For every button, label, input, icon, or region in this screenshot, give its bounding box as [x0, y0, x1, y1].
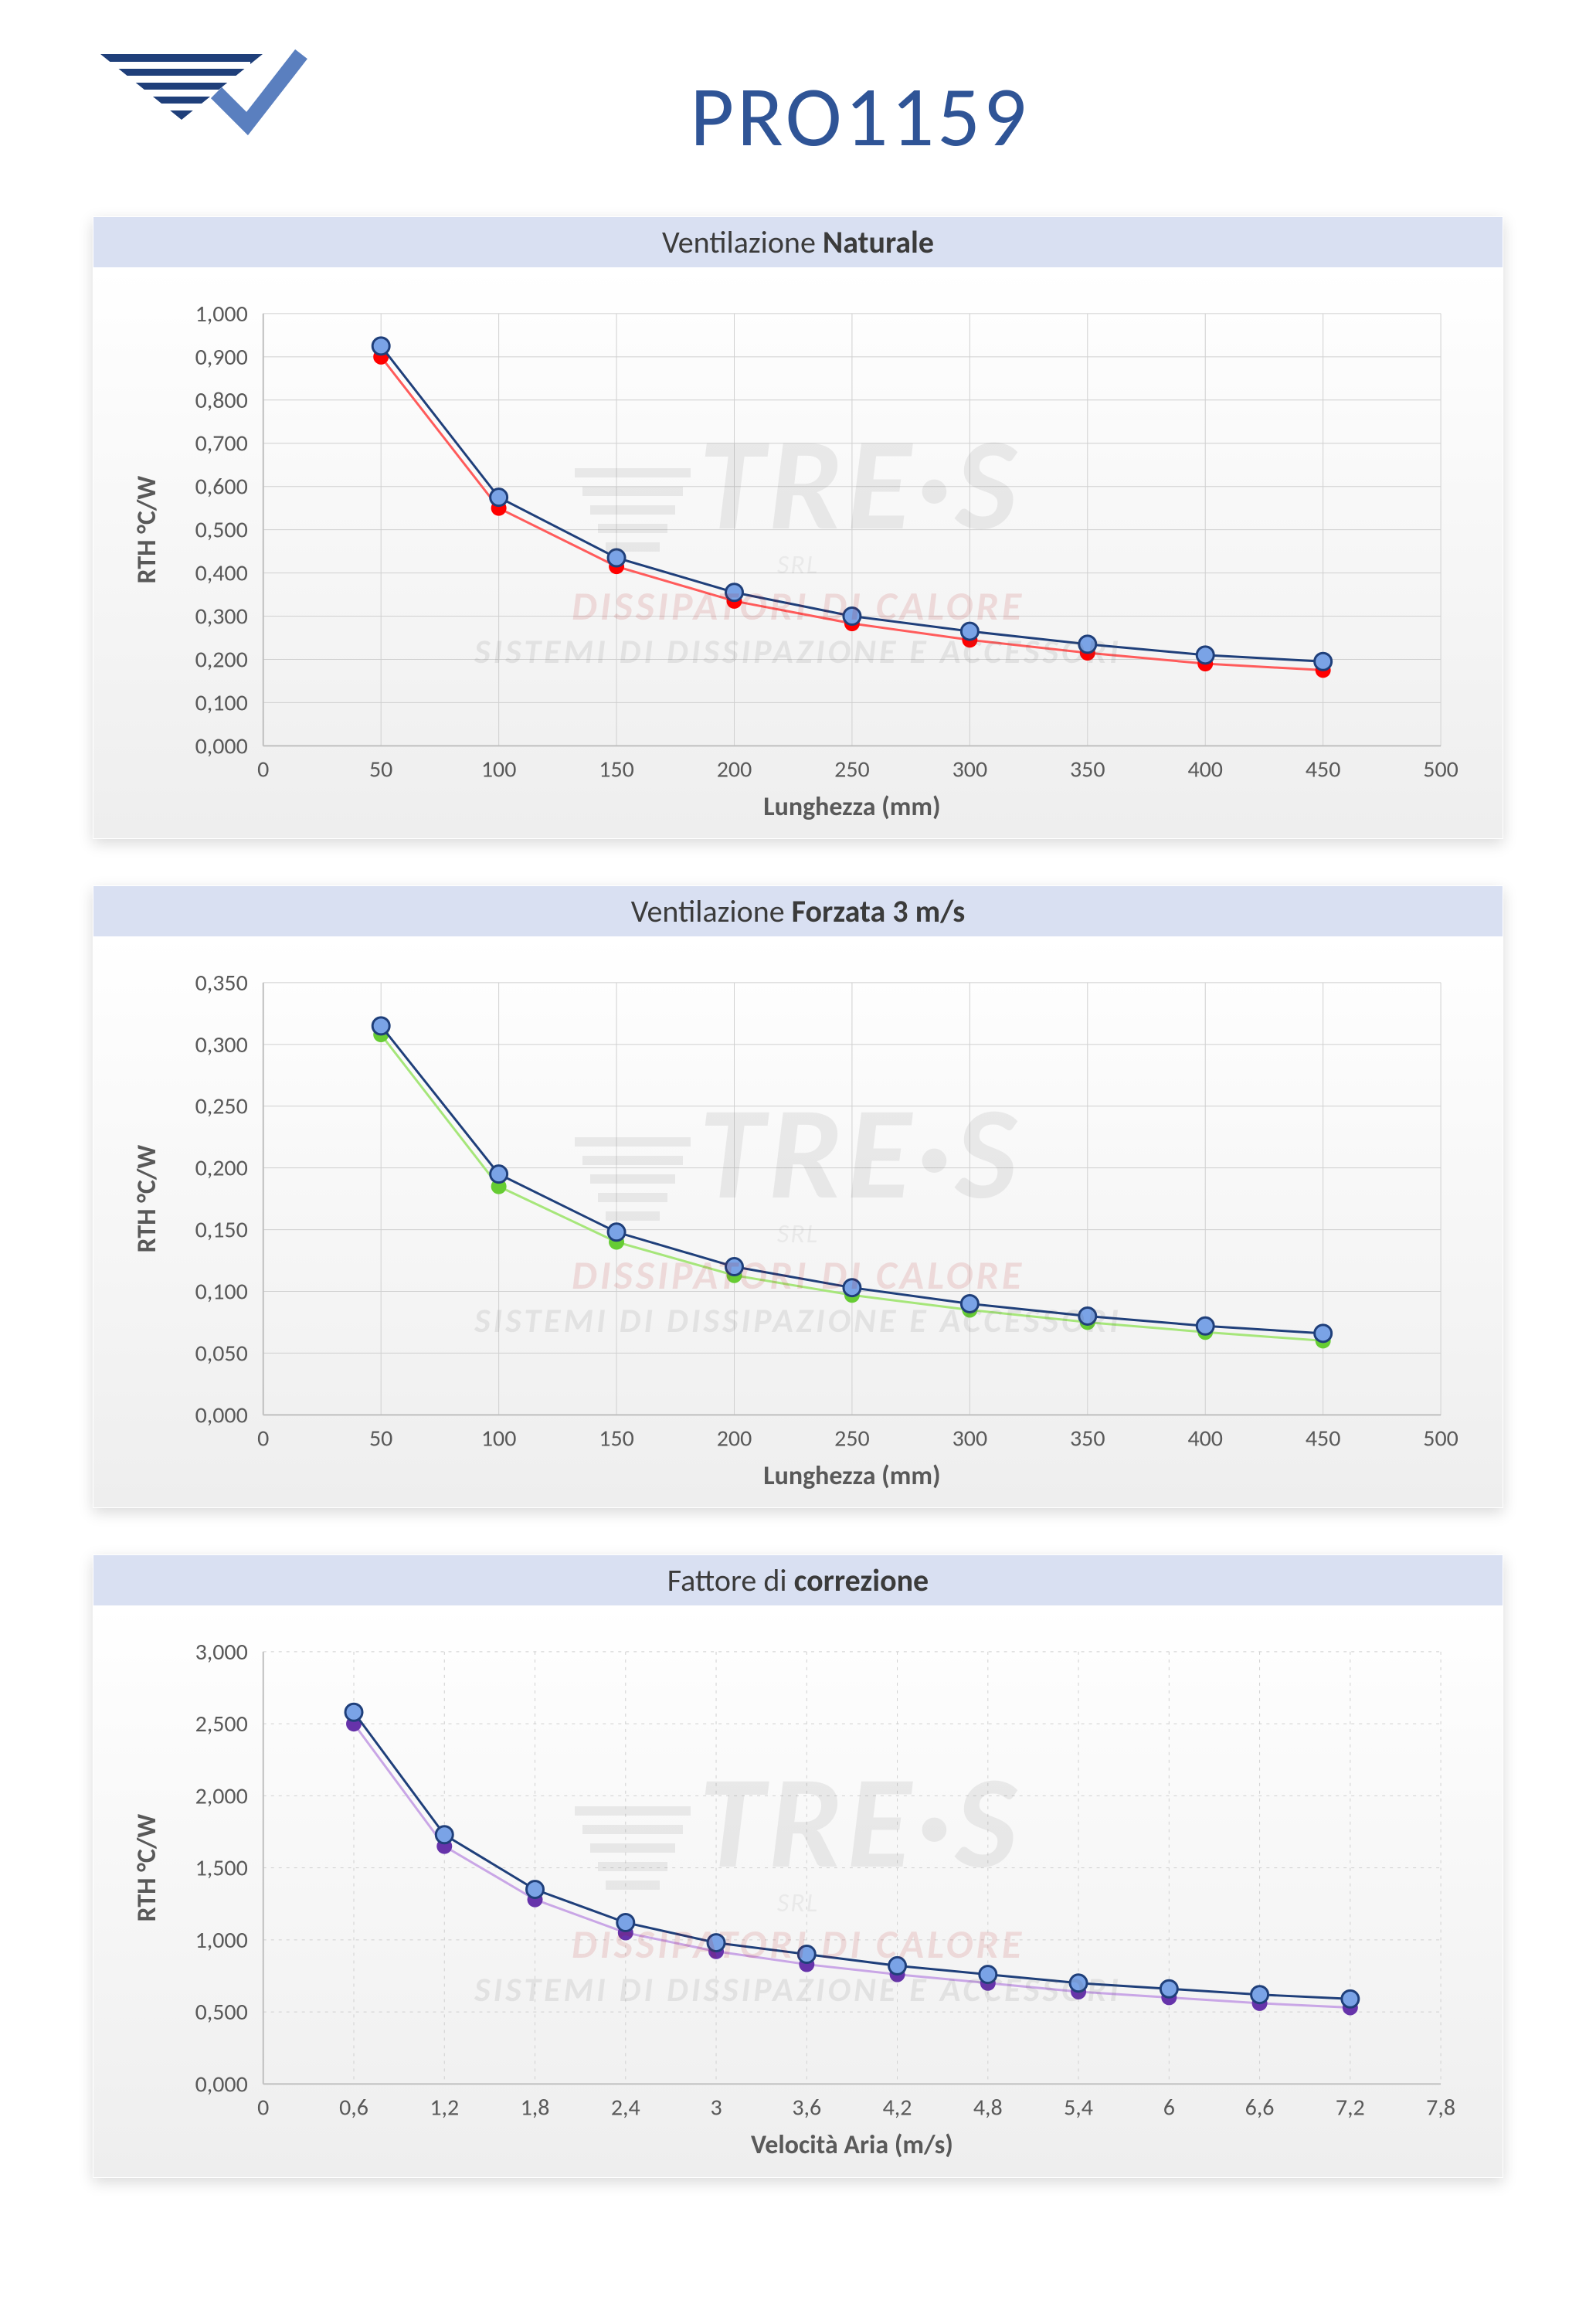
svg-text:0,900: 0,900 [195, 343, 248, 372]
svg-text:0,500: 0,500 [195, 516, 248, 545]
svg-text:450: 450 [1306, 1424, 1341, 1452]
svg-text:0,300: 0,300 [195, 602, 248, 630]
svg-text:500: 500 [1423, 1424, 1458, 1452]
svg-text:1,2: 1,2 [430, 2094, 459, 2122]
svg-text:150: 150 [599, 755, 634, 783]
chart-2: 0,000 0,050 0,100 0,150 0,200 0,250 0,300 0,350… [93, 936, 1503, 1507]
svg-text:1,000: 1,000 [195, 300, 248, 328]
svg-text:200: 200 [717, 1424, 752, 1452]
svg-text:0,100: 0,100 [195, 688, 248, 717]
chart-3: 0,000 0,500 1,000 1,500 2,000 2,500 3,000 0 0,6 1… [93, 1605, 1503, 2176]
panel-title-prefix: Fattore di [667, 1561, 794, 1599]
svg-text:0,000: 0,000 [195, 1401, 248, 1429]
svg-text:3,000: 3,000 [195, 1638, 248, 1666]
svg-text:2,4: 2,4 [611, 2094, 640, 2122]
svg-text:6,6: 6,6 [1245, 2094, 1275, 2122]
svg-text:150: 150 [599, 1424, 634, 1452]
chart-3-wrap: TRE·S SRL DISSIPATORI DI CALORE SISTEMI … [93, 1605, 1503, 2176]
svg-text:250: 250 [834, 755, 870, 783]
logo-icon [93, 46, 309, 185]
panel-title-prefix: Ventilazione [662, 223, 823, 261]
svg-text:0,600: 0,600 [195, 473, 248, 501]
svg-text:6: 6 [1163, 2094, 1175, 2122]
svg-text:400: 400 [1187, 1424, 1223, 1452]
svg-text:Lunghezza (mm): Lunghezza (mm) [763, 791, 940, 823]
panel-naturale: Ventilazione Naturale TRE·S SRL DISSIPAT… [93, 216, 1503, 839]
svg-text:350: 350 [1070, 755, 1105, 783]
svg-text:50: 50 [369, 755, 392, 783]
svg-text:0: 0 [257, 755, 269, 783]
svg-text:450: 450 [1306, 755, 1341, 783]
svg-text:Velocità Aria (m/s): Velocità Aria (m/s) [751, 2130, 953, 2162]
svg-text:2,500: 2,500 [195, 1711, 248, 1739]
svg-text:1,500: 1,500 [195, 1854, 248, 1883]
svg-text:0,100: 0,100 [195, 1278, 248, 1306]
svg-text:7,2: 7,2 [1336, 2094, 1365, 2122]
panel-title-bold: Naturale [823, 223, 934, 261]
svg-text:0,800: 0,800 [195, 386, 248, 415]
svg-text:0,000: 0,000 [195, 732, 248, 760]
svg-text:0,250: 0,250 [195, 1092, 248, 1121]
svg-text:4,2: 4,2 [883, 2094, 912, 2122]
svg-text:0,200: 0,200 [195, 1154, 248, 1183]
svg-text:0,400: 0,400 [195, 559, 248, 588]
svg-text:5,4: 5,4 [1064, 2094, 1093, 2122]
svg-text:1,8: 1,8 [521, 2094, 550, 2122]
svg-text:0,350: 0,350 [195, 969, 248, 997]
svg-text:Lunghezza (mm): Lunghezza (mm) [763, 1460, 940, 1492]
panel-forzata: Ventilazione Forzata 3 m/s TRE·S SRL DIS… [93, 885, 1503, 1508]
svg-text:300: 300 [953, 1424, 988, 1452]
svg-text:RTH °C/W: RTH °C/W [131, 476, 163, 584]
svg-text:0,050: 0,050 [195, 1340, 248, 1368]
header: PRO1159 [93, 46, 1503, 185]
svg-text:0: 0 [257, 1424, 269, 1452]
chart-1: 0,000 0,100 0,200 0,300 0,400 0,500 0,600 0,700… [93, 267, 1503, 838]
svg-text:0,6: 0,6 [339, 2094, 368, 2122]
svg-text:RTH °C/W: RTH °C/W [131, 1814, 163, 1922]
panel-title-2: Ventilazione Forzata 3 m/s [93, 886, 1503, 936]
svg-text:350: 350 [1070, 1424, 1105, 1452]
svg-text:200: 200 [717, 755, 752, 783]
chart-2-wrap: TRE·S SRL DISSIPATORI DI CALORE SISTEMI … [93, 936, 1503, 1507]
svg-text:0,500: 0,500 [195, 1998, 248, 2027]
page-title: PRO1159 [309, 64, 1503, 168]
svg-text:250: 250 [834, 1424, 870, 1452]
svg-text:100: 100 [481, 755, 517, 783]
svg-text:0,150: 0,150 [195, 1216, 248, 1245]
panel-title-prefix: Ventilazione [631, 892, 792, 930]
svg-text:3: 3 [710, 2094, 722, 2122]
svg-text:100: 100 [481, 1424, 517, 1452]
svg-text:0,300: 0,300 [195, 1031, 248, 1059]
svg-text:1,000: 1,000 [195, 1926, 248, 1955]
svg-text:2,000: 2,000 [195, 1782, 248, 1811]
page: PRO1159 Ventilazione Naturale TRE·S SRL … [0, 0, 1596, 2317]
svg-text:0,000: 0,000 [195, 2071, 248, 2099]
svg-text:7,8: 7,8 [1426, 2094, 1455, 2122]
panel-title-3: Fattore di correzione [93, 1555, 1503, 1605]
svg-text:0,200: 0,200 [195, 645, 248, 674]
svg-text:0: 0 [257, 2094, 269, 2122]
panel-correzione: Fattore di correzione TRE·S SRL DISSIPAT… [93, 1554, 1503, 2177]
svg-text:RTH °C/W: RTH °C/W [131, 1145, 163, 1253]
panel-title-1: Ventilazione Naturale [93, 217, 1503, 267]
svg-text:500: 500 [1423, 755, 1458, 783]
panel-title-bold: correzione [794, 1561, 929, 1599]
svg-text:4,8: 4,8 [973, 2094, 1003, 2122]
chart-1-wrap: TRE·S SRL DISSIPATORI DI CALORE SISTEMI … [93, 267, 1503, 838]
svg-text:50: 50 [369, 1424, 392, 1452]
panel-title-bold: Forzata 3 m/s [792, 892, 966, 930]
svg-text:0,700: 0,700 [195, 430, 248, 458]
svg-text:300: 300 [953, 755, 988, 783]
svg-text:3,6: 3,6 [792, 2094, 821, 2122]
svg-text:400: 400 [1187, 755, 1223, 783]
